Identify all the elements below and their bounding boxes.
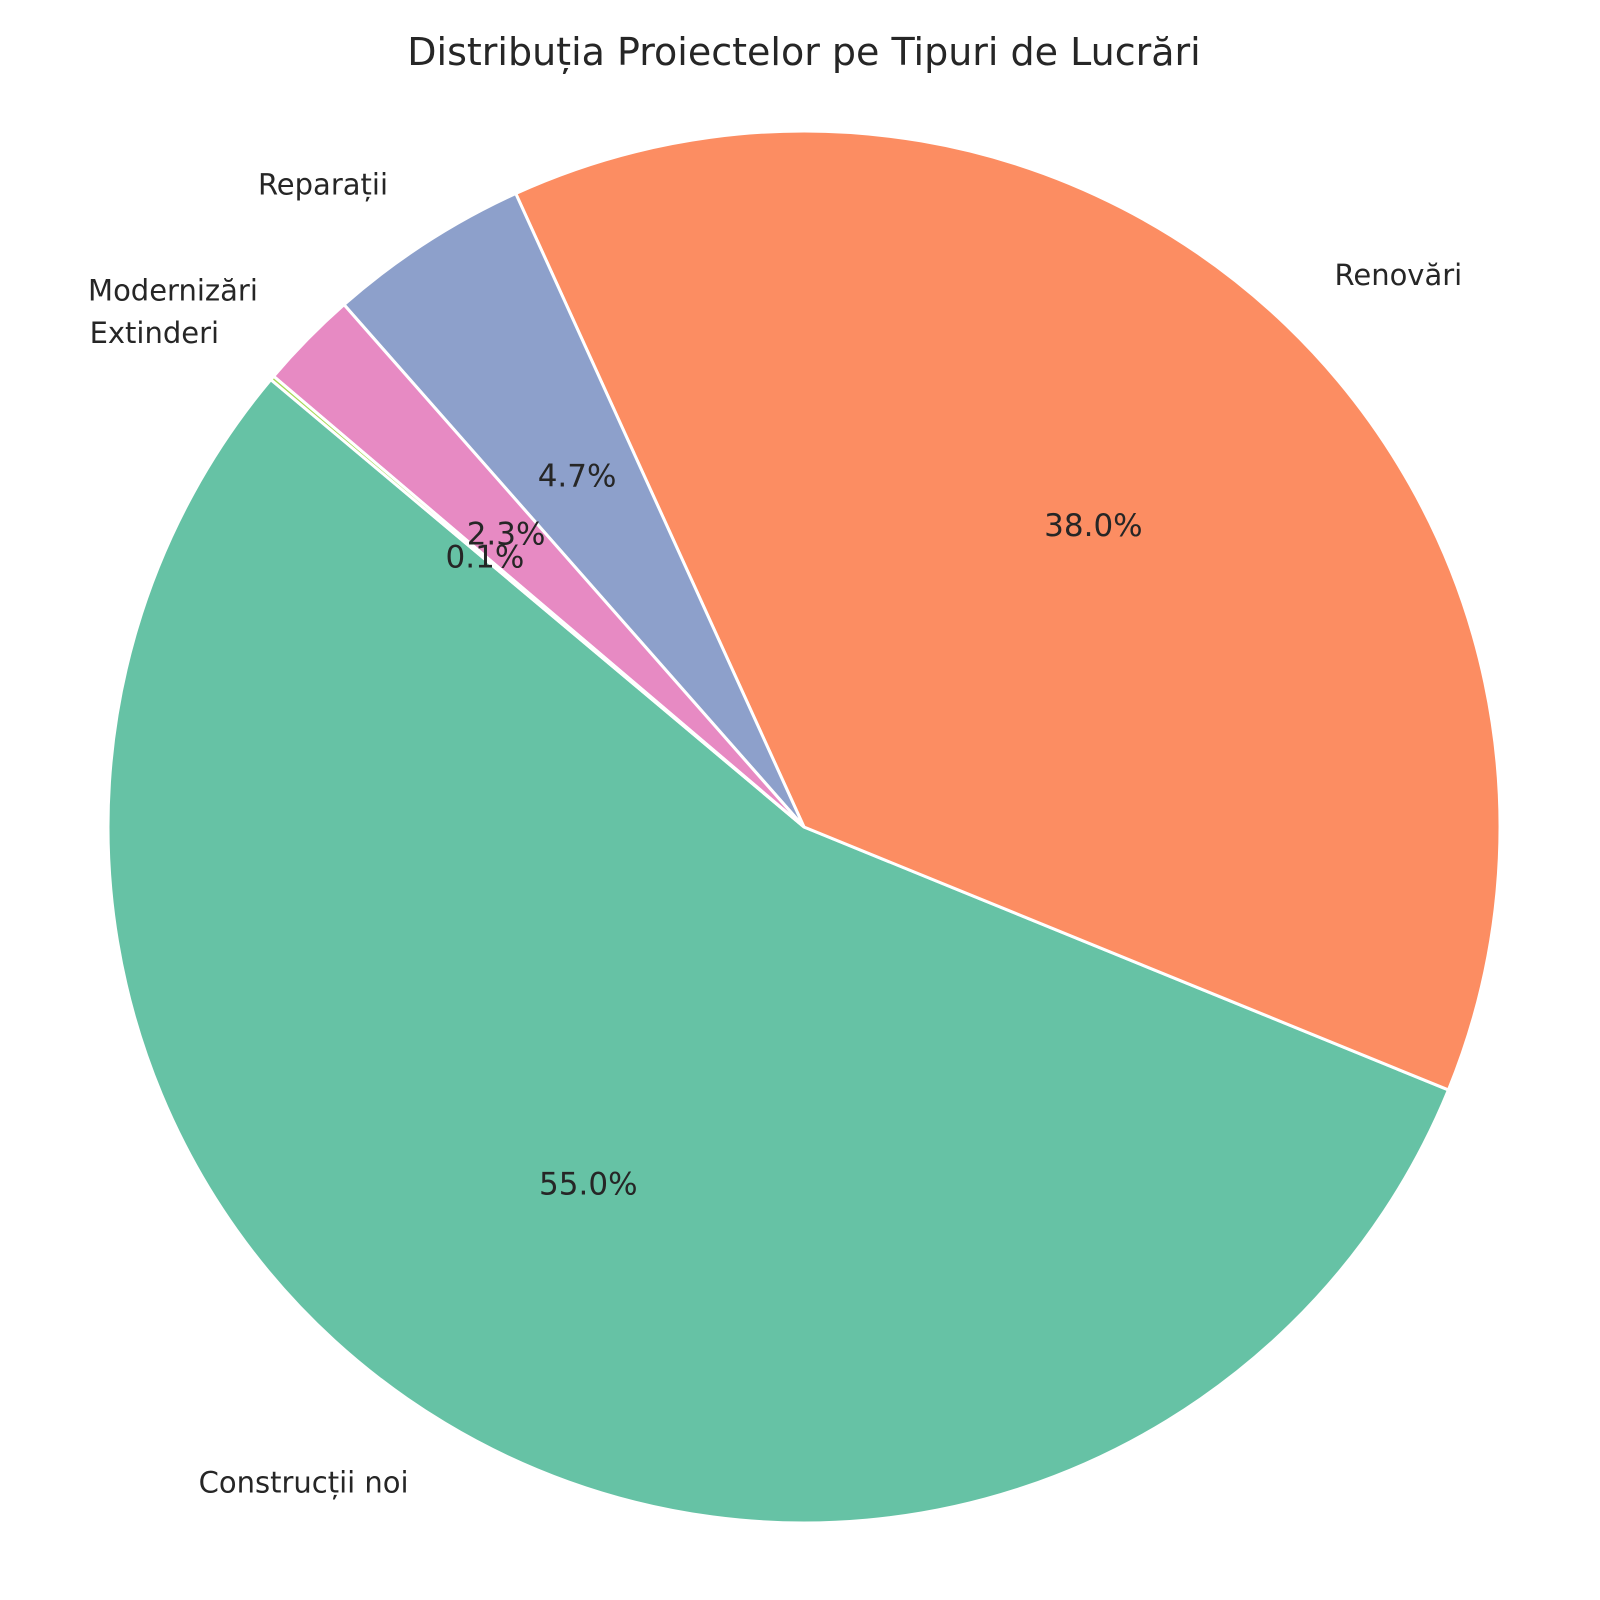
category-labels: Construcții noi Renovări Reparații Moderniz… [88,167,1462,1499]
category-label-reparatii: Reparații [258,167,388,201]
percent-label-modernizari: 2.3% [467,516,546,552]
category-label-extinderi: Extinderi [90,316,220,350]
category-label-modernizari: Modernizări [88,273,258,307]
category-label-constructii-noi: Construcții noi [199,1466,409,1500]
percent-label-renovari: 38.0% [1044,508,1142,544]
pie-slices [106,129,1502,1525]
chart-title: Distribuția Proiectelor pe Tipuri de Luc… [407,30,1200,74]
slice-extinderi [268,374,805,829]
category-label-renovari: Renovări [1335,258,1463,292]
slice-constructii-noi [106,377,1451,1525]
slice-renovari [513,129,1502,1092]
slice-reparatii [341,191,806,828]
percent-label-reparatii: 4.7% [538,458,617,494]
percent-label-constructii-noi: 55.0% [539,1167,637,1203]
percent-labels: 55.0% 38.0% 4.7% 2.3%0.1% [446,458,1143,1202]
percent-label-extinderi: 0.1% [446,540,525,576]
